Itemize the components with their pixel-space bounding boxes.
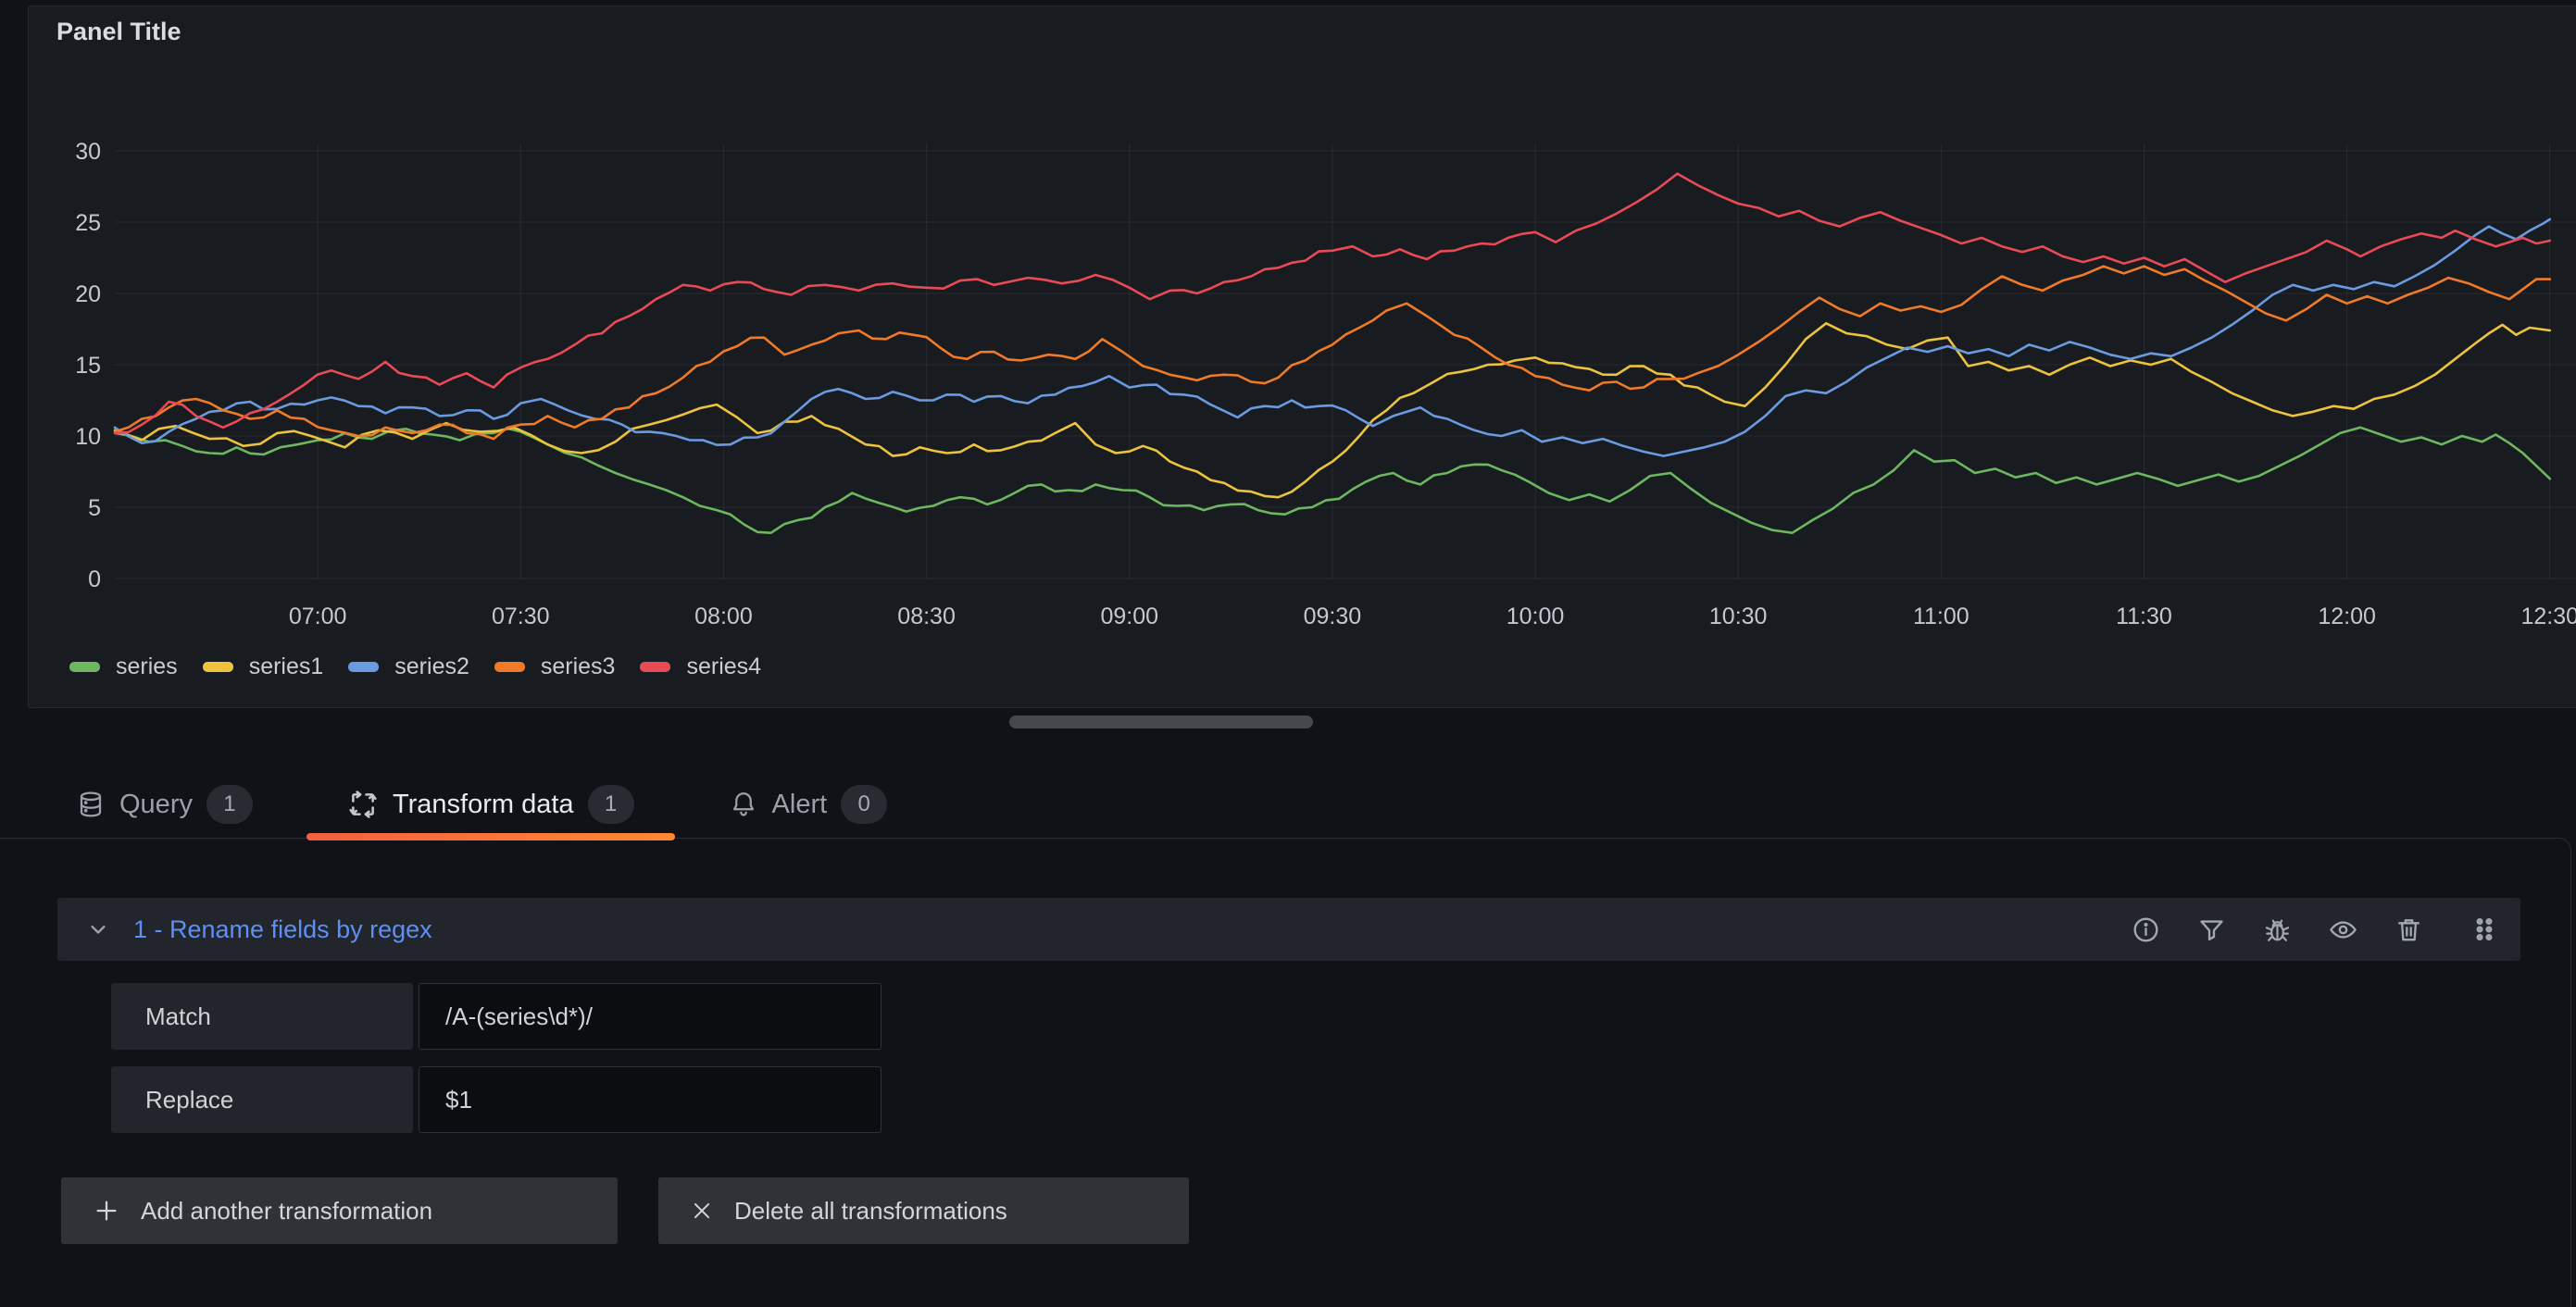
series-line-series3 (113, 265, 2552, 441)
series-line-series4 (113, 172, 2552, 435)
tab-label: Alert (771, 789, 828, 819)
x-axis-tick-label: 10:00 (1507, 604, 1565, 629)
legend-item-series1[interactable]: series1 (202, 653, 324, 680)
legend-item-series4[interactable]: series4 (640, 654, 761, 680)
y-axis-tick-label: 0 (88, 566, 101, 592)
x-axis-tick-label: 08:00 (694, 604, 753, 629)
trash-icon[interactable] (2394, 915, 2424, 945)
panel-resize-handle[interactable] (1009, 716, 1313, 728)
legend-label: series4 (686, 653, 762, 679)
delete-all-transformations-label: Delete all transformations (734, 1196, 1007, 1225)
legend-item-series[interactable]: series (69, 654, 178, 680)
tab-label: Query (119, 789, 193, 819)
transformation-header: 1 - Rename fields by regex (57, 898, 2520, 961)
y-axis-tick-label: 25 (75, 210, 101, 236)
x-axis-tick-label: 09:00 (1100, 604, 1158, 629)
x-axis-tick-label: 07:00 (289, 604, 347, 629)
tab-query[interactable]: Query 1 (35, 768, 294, 840)
drag-handle-icon[interactable] (2470, 914, 2498, 945)
legend-item-series3[interactable]: series3 (494, 653, 616, 680)
transformation-title-link[interactable]: 1 - Rename fields by regex (133, 915, 432, 943)
legend-label: series (116, 653, 178, 679)
bug-icon[interactable] (2262, 915, 2293, 945)
close-icon (690, 1199, 714, 1223)
replace-pattern-input[interactable] (419, 1066, 882, 1133)
legend-swatch (494, 661, 525, 672)
tab-alert[interactable]: Alert 0 (688, 768, 929, 840)
editor-tabs: Query 1 Transform data 1 (28, 768, 941, 840)
add-transformation-button[interactable]: Add another transformation (61, 1177, 618, 1244)
bell-icon (729, 790, 758, 819)
replace-field-label: Replace (111, 1066, 413, 1133)
tab-count-badge: 1 (206, 785, 253, 824)
legend-label: series3 (540, 653, 616, 679)
info-icon[interactable] (2131, 915, 2161, 945)
tab-count-badge: 1 (587, 785, 634, 824)
legend-swatch (348, 661, 380, 672)
plus-icon (93, 1197, 120, 1225)
x-axis-tick-label: 12:30 (2520, 604, 2576, 629)
panel-title[interactable]: Panel Title (56, 18, 181, 45)
x-axis-tick-label: 10:30 (1709, 604, 1768, 629)
y-axis-tick-label: 5 (88, 495, 101, 521)
y-axis-tick-label: 20 (75, 281, 101, 307)
legend-swatch (69, 661, 100, 672)
time-series-panel: Panel Title 0 5 10 15 20 25 30 07:00 07:30 08:00 0… (28, 6, 2576, 708)
x-axis-tick-label: 11:00 (1913, 604, 1970, 629)
chart-legend: series series1 series2 series3 series4 (69, 651, 761, 682)
add-transformation-label: Add another transformation (141, 1196, 433, 1225)
legend-label: series2 (394, 653, 469, 679)
legend-item-series2[interactable]: series2 (348, 654, 469, 680)
tab-transform-data[interactable]: Transform data 1 (306, 768, 675, 840)
match-field-label: Match (111, 983, 413, 1050)
transform-icon (347, 789, 379, 820)
series-line-series2 (113, 218, 2552, 457)
x-axis-tick-label: 07:30 (492, 604, 550, 629)
match-regex-input[interactable] (419, 983, 882, 1050)
database-icon (76, 790, 106, 819)
time-series-chart[interactable]: 0 5 10 15 20 25 30 07:00 07:30 08:00 08:30 09:00 09:… (29, 6, 2576, 708)
x-axis-tick-label: 11:30 (2116, 604, 2172, 629)
eye-icon[interactable] (2328, 915, 2358, 945)
series-line-series (113, 426, 2552, 534)
tab-label: Transform data (392, 789, 574, 819)
series-line-series1 (113, 322, 2552, 499)
delete-all-transformations-button[interactable]: Delete all transformations (658, 1177, 1189, 1244)
y-axis-tick-label: 10 (75, 424, 101, 450)
collapse-chevron-icon[interactable] (85, 916, 111, 942)
legend-label: series1 (248, 653, 324, 679)
x-axis-tick-label: 12:00 (2318, 604, 2376, 629)
x-axis-tick-label: 09:30 (1304, 604, 1362, 629)
x-axis-tick-label: 08:30 (897, 604, 956, 629)
active-tab-indicator (306, 833, 675, 840)
y-axis-tick-label: 30 (75, 139, 101, 165)
tab-count-badge: 0 (841, 785, 888, 824)
filter-icon[interactable] (2196, 915, 2227, 945)
legend-swatch (640, 661, 671, 672)
legend-swatch (202, 661, 233, 672)
y-axis-tick-label: 15 (75, 353, 101, 379)
